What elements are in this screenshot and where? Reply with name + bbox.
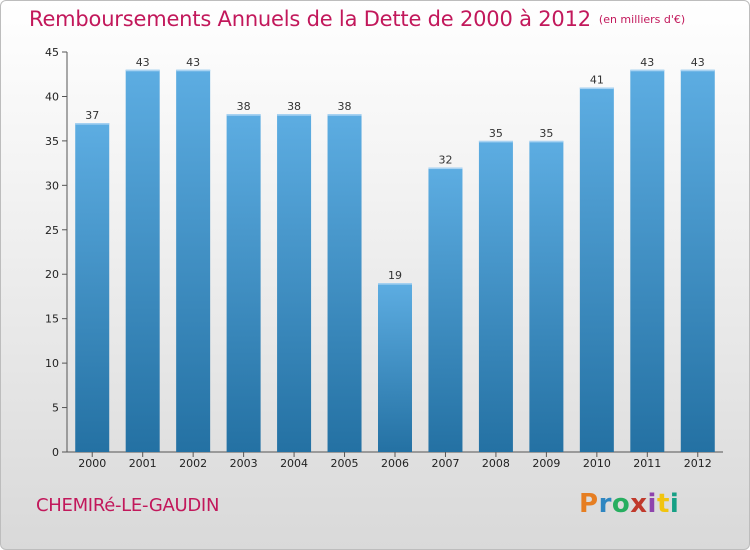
bar-top-edge (428, 167, 463, 170)
chart-title-main: Remboursements Annuels de la Dette de 20… (29, 7, 591, 31)
x-tick-label: 2007 (431, 457, 459, 470)
bar (327, 114, 362, 452)
bar (579, 87, 614, 453)
bar (428, 167, 463, 453)
bar (277, 114, 312, 452)
y-tick-label: 30 (45, 179, 59, 192)
data-label: 43 (186, 56, 200, 69)
x-tick-label: 2004 (280, 457, 308, 470)
logo-letter: x (630, 489, 648, 519)
bar-top-edge (75, 123, 110, 125)
bar-top-edge (579, 87, 614, 90)
bar-top-edge (277, 114, 312, 116)
bar (176, 69, 211, 453)
logo-letter: P (579, 489, 599, 519)
y-tick-label: 45 (45, 46, 59, 59)
x-axis: 2000 2001 2002 2003 2004 2005 2006 2007 2008 2009… (67, 451, 723, 470)
logo-letter: r (598, 489, 612, 519)
x-tick-label: 2009 (532, 457, 560, 470)
x-tick-label: 2008 (482, 457, 510, 470)
data-label: 43 (640, 56, 654, 69)
logo-text: Proxiti (579, 489, 679, 519)
data-label: 19 (388, 269, 402, 282)
data-label: 43 (691, 56, 705, 69)
bar (75, 123, 110, 452)
y-tick-label: 35 (45, 135, 59, 148)
bar-top-edge (478, 140, 513, 143)
data-label: 35 (539, 127, 553, 140)
x-tick-label: 2006 (381, 457, 409, 470)
bar (226, 114, 261, 452)
bar (378, 283, 412, 452)
data-label: 32 (438, 154, 452, 167)
x-tick-label: 2002 (179, 457, 207, 470)
bars (75, 69, 715, 453)
data-labels: 37 43 43 38 38 38 19 32 35 35 41 43 43 (85, 56, 705, 282)
data-label: 37 (85, 109, 99, 122)
x-tick-label: 2001 (129, 457, 157, 470)
bar-top-edge (125, 69, 160, 72)
bar-top-edge (680, 69, 715, 72)
y-tick-label: 15 (45, 313, 59, 326)
y-tick-label: 25 (45, 224, 59, 237)
logo-letter: i (647, 489, 657, 519)
y-tick-label: 5 (52, 402, 59, 415)
x-tick-label: 2012 (684, 457, 712, 470)
logo-letter: t (656, 489, 670, 519)
y-axis: 0 5 10 15 20 25 30 35 40 45 (45, 46, 68, 459)
y-tick-label: 0 (52, 446, 59, 459)
bar-top-edge (226, 114, 261, 116)
y-tick-label: 10 (45, 357, 59, 370)
data-label: 38 (237, 100, 251, 113)
bar (125, 69, 160, 453)
proxiti-logo: Proxiti (579, 489, 679, 519)
bar-top-edge (529, 140, 564, 143)
chart-title-unit: (en milliers d'€) (598, 13, 686, 26)
data-label: 41 (590, 74, 604, 87)
x-tick-label: 2011 (633, 457, 661, 470)
data-label: 38 (338, 100, 352, 113)
data-label: 35 (489, 127, 503, 140)
x-tick-label: 2010 (583, 457, 611, 470)
logo-letter: i (669, 489, 680, 519)
bar-top-edge (327, 114, 362, 116)
x-tick-label: 2003 (230, 457, 258, 470)
chart-title: Remboursements Annuels de la Dette de 20… (29, 7, 685, 31)
y-tick-label: 20 (45, 268, 59, 281)
y-tick-label: 40 (45, 90, 59, 103)
bar-top-edge (630, 69, 665, 72)
bar (529, 140, 564, 452)
data-label: 43 (136, 56, 150, 69)
bar (478, 140, 513, 452)
data-label: 38 (287, 100, 301, 113)
bar (630, 69, 665, 453)
commune-name: CHEMIRé-LE-GAUDIN (36, 495, 220, 516)
x-tick-label: 2000 (78, 457, 106, 470)
bar-top-edge (176, 69, 211, 72)
x-tick-label: 2005 (331, 457, 359, 470)
bar-top-edge (378, 283, 412, 285)
bar (680, 69, 715, 453)
logo-letter: o (611, 489, 631, 519)
